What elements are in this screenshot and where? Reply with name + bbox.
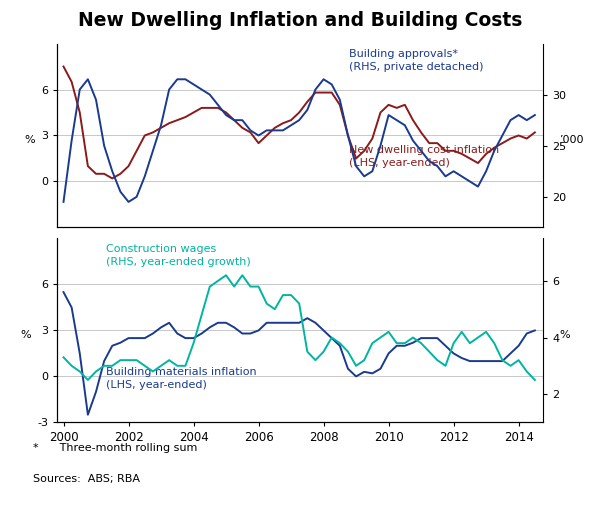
Text: New dwelling cost inflation
(LHS, year-ended): New dwelling cost inflation (LHS, year-e… <box>349 145 499 168</box>
Text: Sources:  ABS; RBA: Sources: ABS; RBA <box>33 474 140 484</box>
Y-axis label: %: % <box>559 330 570 340</box>
Text: Construction wages
(RHS, year-ended growth): Construction wages (RHS, year-ended grow… <box>106 244 250 267</box>
Y-axis label: ’000: ’000 <box>559 136 584 145</box>
Y-axis label: %: % <box>20 330 31 340</box>
Text: New Dwelling Inflation and Building Costs: New Dwelling Inflation and Building Cost… <box>78 11 522 30</box>
Y-axis label: %: % <box>25 136 35 145</box>
Text: *      Three-month rolling sum: * Three-month rolling sum <box>33 443 197 453</box>
Text: Building approvals*
(RHS, private detached): Building approvals* (RHS, private detach… <box>349 49 483 72</box>
Text: Building materials inflation
(LHS, year-ended): Building materials inflation (LHS, year-… <box>106 367 256 391</box>
